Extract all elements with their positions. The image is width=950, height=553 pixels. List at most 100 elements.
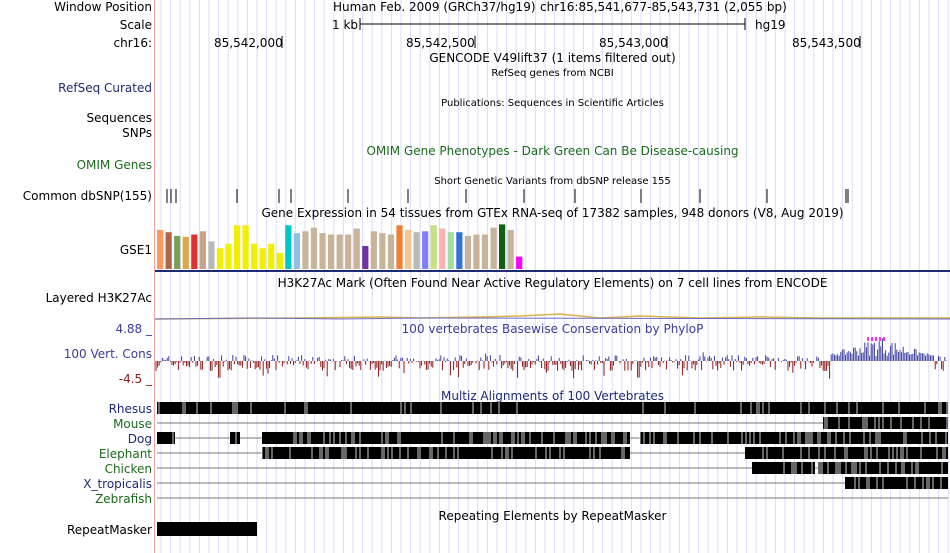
- gtex-bar: [362, 246, 369, 269]
- species-label-zebrafish[interactable]: Zebrafish: [95, 492, 152, 506]
- gtex-bar: [319, 233, 326, 269]
- gtex-track-label[interactable]: GSE1: [119, 243, 152, 257]
- gtex-bar: [379, 233, 386, 269]
- ruler-tick-label: 85,542,500: [406, 36, 475, 50]
- gtex-bar: [413, 232, 420, 269]
- gtex-bar: [481, 234, 489, 269]
- gtex-bar: [233, 225, 241, 269]
- species-label-mouse[interactable]: Mouse: [113, 417, 152, 431]
- h3k27ac-track-title: H3K27Ac Mark (Often Found Near Active Re…: [277, 276, 828, 290]
- gtex-bar: [310, 227, 318, 269]
- gtex-bar: [182, 236, 189, 269]
- multiz-block: [157, 432, 175, 444]
- dbsnp-variant-ticks: [166, 189, 849, 203]
- gtex-bar: [456, 232, 463, 269]
- gtex-bar: [336, 234, 343, 269]
- gtex-bar: [259, 248, 266, 269]
- multiz-block: [823, 417, 948, 429]
- gtex-track-title: Gene Expression in 54 tissues from GTEx …: [261, 206, 844, 220]
- gtex-bar: [370, 231, 377, 269]
- assembly-label: Human Feb. 2009 (GRCh37/hg19): [333, 0, 536, 14]
- h3k27ac-signal: [154, 313, 950, 320]
- omim-track-title: OMIM Gene Phenotypes - Dark Green Can Be…: [366, 144, 739, 158]
- species-label-rhesus[interactable]: Rhesus: [108, 402, 152, 416]
- gtex-bar: [507, 229, 514, 269]
- species-label-dog[interactable]: Dog: [127, 432, 152, 446]
- conservation-max-label: 4.88 _: [115, 322, 152, 336]
- gtex-bar: [251, 243, 258, 269]
- species-label-elephant[interactable]: Elephant: [98, 447, 152, 461]
- gtex-bar: [208, 241, 215, 269]
- multiz-block: [230, 432, 240, 444]
- gtex-bar: [165, 232, 172, 269]
- multiz-block: [818, 462, 948, 474]
- h3k27ac-track-label[interactable]: Layered H3K27Ac: [45, 291, 152, 305]
- gtex-bar: [191, 234, 198, 269]
- db-label: hg19: [755, 18, 786, 32]
- gtex-bar: [404, 229, 412, 269]
- gtex-bar: [276, 252, 283, 269]
- gtex-bar: [353, 228, 360, 269]
- repeatmasker-track-label[interactable]: RepeatMasker: [66, 523, 152, 537]
- ruler-tick-label: 85,542,000: [214, 36, 283, 50]
- gtex-bar: [328, 234, 335, 269]
- gtex-bar: [499, 224, 506, 269]
- ruler-graphics: [281, 18, 861, 48]
- gtex-bar: [345, 234, 352, 269]
- multiz-track-title: Multiz Alignments of 100 Vertebrates: [440, 389, 665, 403]
- gencode-track-title: GENCODE V49lift37 (1 items filtered out): [429, 51, 676, 65]
- scale-value: 1 kb: [332, 18, 359, 32]
- gtex-bar: [285, 225, 292, 269]
- scale-label: Scale: [119, 18, 152, 32]
- track-grid: [160, 0, 949, 553]
- gtex-bar: [447, 232, 454, 269]
- gtex-bar: [268, 243, 275, 269]
- gtex-bar: [490, 227, 497, 269]
- dbsnp-track-title: Short Genetic Variants from dbSNP releas…: [434, 176, 671, 187]
- species-label-chicken[interactable]: Chicken: [104, 462, 152, 476]
- gtex-bar: [439, 228, 446, 269]
- omim-track-label[interactable]: OMIM Genes: [76, 158, 152, 172]
- ruler-tick-label: 85,543,500: [792, 36, 861, 50]
- gtex-bar: [216, 248, 224, 269]
- multiz-alignment-blocks: [157, 402, 948, 499]
- label-divider: [154, 0, 155, 553]
- publications-track-title: Publications: Sequences in Scientific Ar…: [441, 98, 664, 109]
- dbsnp-track-label[interactable]: Common dbSNP(155): [22, 189, 152, 203]
- gtex-bar: [242, 225, 249, 269]
- gtex-expression-bars[interactable]: [0, 0, 950, 275]
- gtex-bar: [199, 231, 206, 269]
- h3k27ac-line: [154, 313, 950, 320]
- refseq-track-title: RefSeq genes from NCBI: [491, 68, 614, 79]
- conservation-track-title: 100 vertebrates Basewise Conservation by…: [401, 322, 704, 336]
- multiz-block: [752, 462, 815, 474]
- gtex-bar: [302, 231, 309, 269]
- gtex-bar: [174, 235, 181, 269]
- gtex-bar: [387, 234, 395, 269]
- phylop-wiggle: [155, 337, 947, 379]
- sequences-track-label[interactable]: Sequences: [86, 111, 152, 125]
- multiz-block: [157, 402, 948, 414]
- conservation-min-label: -4.5 _: [118, 372, 152, 386]
- ruler-tick-label: 85,543,000: [599, 36, 668, 50]
- gtex-bar: [430, 225, 437, 269]
- species-label-xtropicalis[interactable]: X_tropicalis: [83, 477, 152, 491]
- window-position-label: Window Position: [54, 0, 152, 14]
- gtex-bar: [464, 235, 471, 269]
- snps-track-label[interactable]: SNPs: [122, 126, 152, 140]
- gtex-bar: [157, 229, 164, 269]
- gtex-bar: [293, 233, 300, 269]
- chrom-label: chr16:: [113, 36, 152, 50]
- refseq-track-label[interactable]: RefSeq Curated: [58, 81, 152, 95]
- gtex-bar: [396, 225, 403, 269]
- gtex-bar: [473, 234, 480, 269]
- gtex-bar: [516, 256, 523, 269]
- conservation-track-label[interactable]: 100 Vert. Cons: [63, 347, 152, 361]
- h3k27ac-line: [154, 317, 950, 320]
- position-label: chr16:85,541,677-85,543,731 (2,055 bp): [540, 0, 787, 14]
- repeatmasker-track-title: Repeating Elements by RepeatMasker: [438, 509, 667, 523]
- gtex-bar: [422, 231, 429, 269]
- multiz-block: [845, 477, 948, 489]
